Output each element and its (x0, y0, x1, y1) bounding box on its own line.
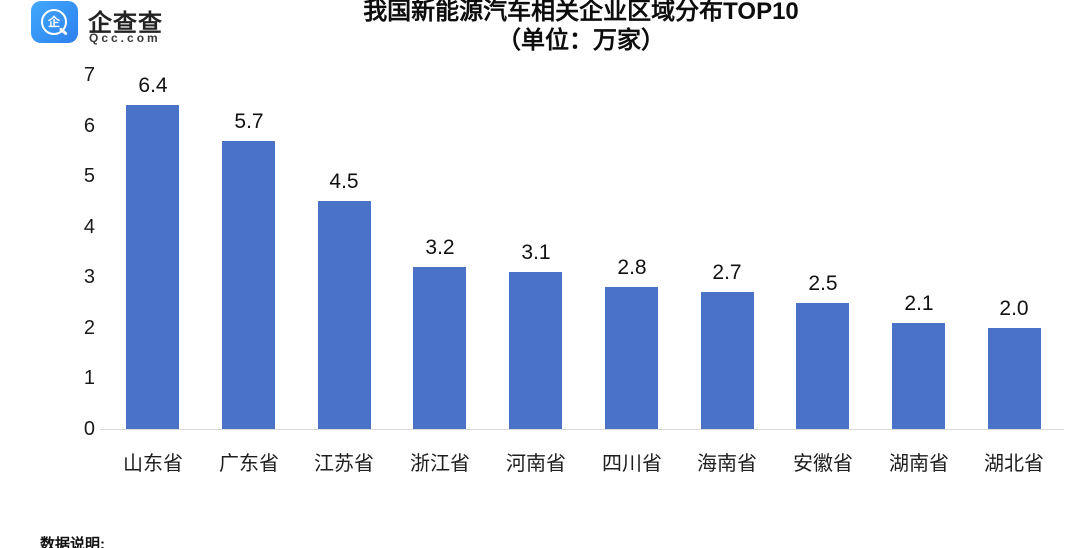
category-label: 浙江省 (410, 453, 470, 475)
chart-title-line2: （单位：万家） (497, 27, 665, 54)
bar-value-label: 3.1 (521, 241, 551, 264)
data-notes: 数据说明: 1.统计口径：企业名称、经营范围、产品名称含“新能源汽车”的企业 2… (40, 495, 488, 548)
category-label: 广东省 (219, 453, 279, 475)
bar-value-label: 4.5 (329, 170, 359, 193)
y-tick-label: 5 (83, 165, 95, 188)
category-label: 山东省 (123, 453, 183, 475)
y-axis: 0 1 2 3 4 5 6 7 (40, 64, 95, 440)
x-axis-baseline (100, 429, 1064, 430)
category-label: 安徽省 (793, 453, 853, 475)
bar-安徽省 (796, 303, 849, 429)
brand-logo: 企 企查查 Qcc.com (31, 1, 251, 47)
qcc-magnifier-icon: 企 (31, 1, 78, 43)
bar-浙江省 (413, 267, 466, 429)
bar-value-label: 2.8 (617, 256, 647, 279)
bar-四川省 (605, 287, 658, 429)
qcc-icon-glyph: 企 (41, 9, 67, 35)
y-tick-label: 4 (83, 215, 95, 238)
category-label: 海南省 (697, 453, 757, 475)
category-label: 四川省 (602, 453, 662, 475)
brand-name: 企查查 (88, 10, 163, 37)
bar-湖南省 (892, 323, 945, 429)
y-tick-label: 6 (83, 114, 95, 137)
y-tick-label: 0 (83, 418, 95, 440)
bar-value-label: 6.4 (138, 74, 168, 97)
bar-广东省 (222, 141, 275, 429)
bar-海南省 (701, 292, 754, 429)
bar-value-label: 2.1 (904, 292, 934, 315)
category-label: 河南省 (506, 453, 566, 475)
bar-value-label: 2.0 (999, 297, 1029, 320)
bar-湖北省 (988, 328, 1041, 429)
y-tick-label: 7 (83, 64, 95, 86)
plot-area: 6.4 山东省 5.7 广东省 4.5 江苏省 3.2 浙江省 3.1 河南省 2.8 四川省 2.7 海… (100, 74, 1064, 475)
brand-domain: Qcc.com (89, 31, 161, 45)
bar-value-label: 2.5 (808, 272, 838, 295)
bar-value-label: 3.2 (425, 236, 455, 259)
bar-江苏省 (318, 201, 371, 429)
y-tick-label: 2 (83, 316, 95, 339)
chart-title-line1: 我国新能源汽车相关企业区域分布TOP10 (363, 0, 799, 25)
chart-title: 我国新能源汽车相关企业区域分布TOP10 （单位：万家） (100, 0, 1062, 55)
notes-heading: 数据说明: (40, 536, 105, 548)
category-label: 江苏省 (314, 453, 374, 475)
bar-山东省 (126, 105, 179, 429)
y-tick-label: 3 (83, 266, 95, 289)
bar-河南省 (509, 272, 562, 429)
category-label: 湖南省 (889, 453, 949, 475)
category-label: 湖北省 (984, 453, 1044, 475)
bar-value-label: 2.7 (712, 261, 742, 284)
bar-value-label: 5.7 (234, 110, 264, 133)
y-tick-label: 1 (83, 367, 95, 390)
